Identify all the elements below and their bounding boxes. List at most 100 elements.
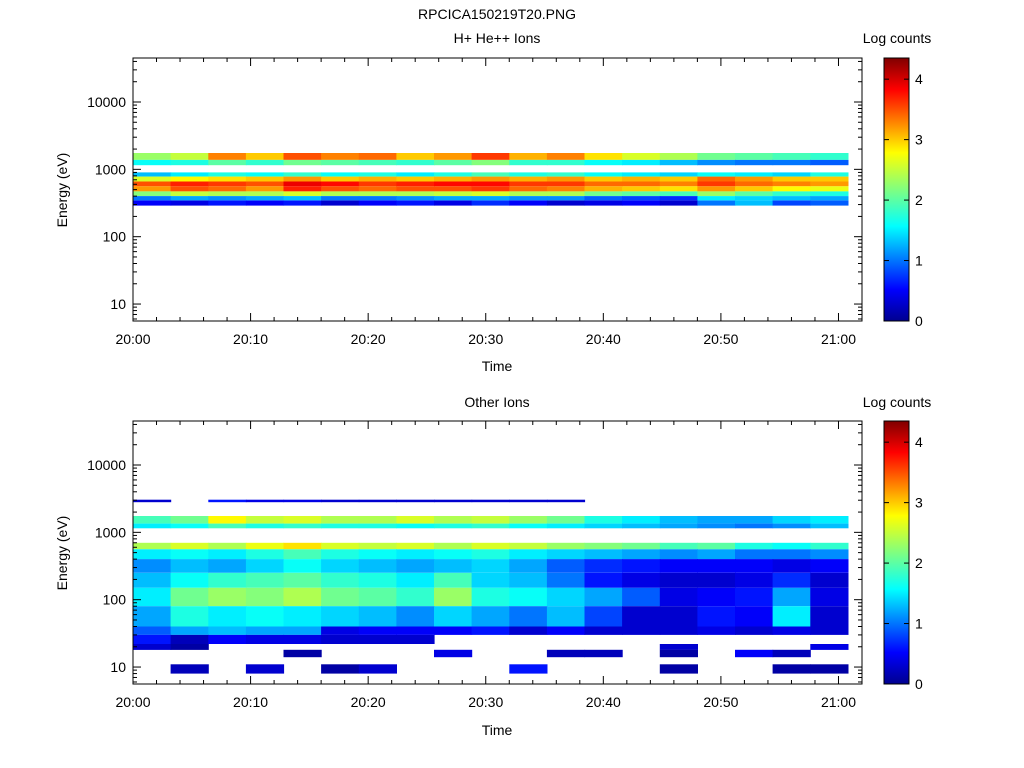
figure-filename: RPCICA150219T20.PNG [418,6,576,22]
heatmap-cell [133,523,172,529]
heatmap-cell [208,549,247,560]
heatmap-cell [321,664,360,674]
heatmap-cell [208,634,247,644]
heatmap-cell [810,181,849,187]
heatmap-cell [584,172,623,177]
heatmap-cell [471,606,510,627]
heatmap-cell [358,172,397,177]
heatmap-cell [208,176,247,182]
heatmap-cell [622,181,661,187]
heatmap-cell [697,159,736,166]
heatmap-cell [735,516,774,524]
heatmap-cell [622,542,661,550]
heatmap-cell [622,200,661,206]
heatmap-cell [321,516,360,524]
x-tick-label: 20:40 [586,694,621,710]
heatmap-cell [358,523,397,529]
heatmap-cell [170,664,209,674]
heatmap-cell [546,191,586,197]
heatmap-cell [283,516,322,524]
heatmap-cell [546,606,586,627]
heatmap-cell [772,172,811,177]
heatmap-cell [283,587,322,607]
y-tick-label: 1000 [95,161,126,177]
heatmap-cell [810,191,849,197]
heatmap-cell [772,559,811,573]
heatmap-cell [245,523,285,529]
heatmap-cell [170,606,209,627]
heatmap-cell [697,186,736,192]
heatmap-cell [321,523,360,529]
heatmap-cell [810,172,849,177]
heatmap-cell [584,626,623,635]
heatmap-cell [772,159,811,166]
heatmap-cell [622,196,661,201]
heatmap-cell [283,196,322,201]
heatmap-cell [283,172,322,177]
heatmap-cell [434,153,473,160]
heatmap-cell [245,664,285,674]
heatmap-cell [697,172,736,177]
heatmap-cell [772,191,811,197]
heatmap-cell [772,549,811,560]
heatmap-cell [772,516,811,524]
heatmap-cell [133,587,172,607]
heatmap-cell [358,587,397,607]
heatmap-cell [735,549,774,560]
heatmap-cell [283,181,322,187]
heatmap-cell [772,542,811,550]
heatmap-cell [283,559,322,573]
heatmap-cell [245,626,285,635]
y-tick-label: 100 [103,592,127,608]
heatmap-cell [471,542,510,550]
heatmap-cell [170,200,209,206]
heatmap-cell [358,181,397,187]
heatmap-cell [396,572,435,588]
x-tick-label: 20:50 [703,331,738,347]
heatmap-cell [208,626,247,635]
heatmap-cell [434,181,473,187]
heatmap-cell [584,572,623,588]
heatmap-cell [170,159,209,166]
heatmap-cell [735,523,774,529]
heatmap-cell [735,587,774,607]
colorbar-tick-label: 4 [915,434,923,450]
heatmap-cell [584,200,623,206]
heatmap-cell [208,499,247,503]
heatmap-cell [434,649,473,658]
heatmap-cell [810,176,849,182]
heatmap-cell [659,196,698,201]
heatmap-cell [509,176,548,182]
colorbar-tick-label: 1 [915,253,923,269]
heatmap-cell [659,649,698,658]
heatmap-cell [396,153,435,160]
heatmap-cell [735,159,774,166]
heatmap-cell [509,499,548,503]
heatmap-cell [245,559,285,573]
heatmap-cell [659,542,698,550]
colorbar-tick-label: 4 [915,71,923,87]
heatmap-cell [584,559,623,573]
colorbar-label: Log counts [863,30,932,46]
heatmap-cell [396,176,435,182]
heatmap-cell [434,606,473,627]
heatmap-cell [546,176,586,182]
heatmap-cell [810,516,849,524]
heatmap-cell [584,587,623,607]
heatmap-cell [208,559,247,573]
colorbar-tick-label: 3 [915,495,923,511]
heatmap-cell [546,572,586,588]
heatmap-cell [283,606,322,627]
heatmap-cell [396,606,435,627]
heatmap-cell [471,523,510,529]
heatmap-cell [659,153,698,160]
heatmap-cell [584,542,623,550]
heatmap-cell [697,200,736,206]
heatmap-cell [133,626,172,635]
heatmap-cell [697,559,736,573]
heatmap-cell [509,181,548,187]
heatmap-cell [772,649,811,658]
heatmap-cell [471,181,510,187]
heatmap-cell [735,196,774,201]
heatmap-cell [659,176,698,182]
